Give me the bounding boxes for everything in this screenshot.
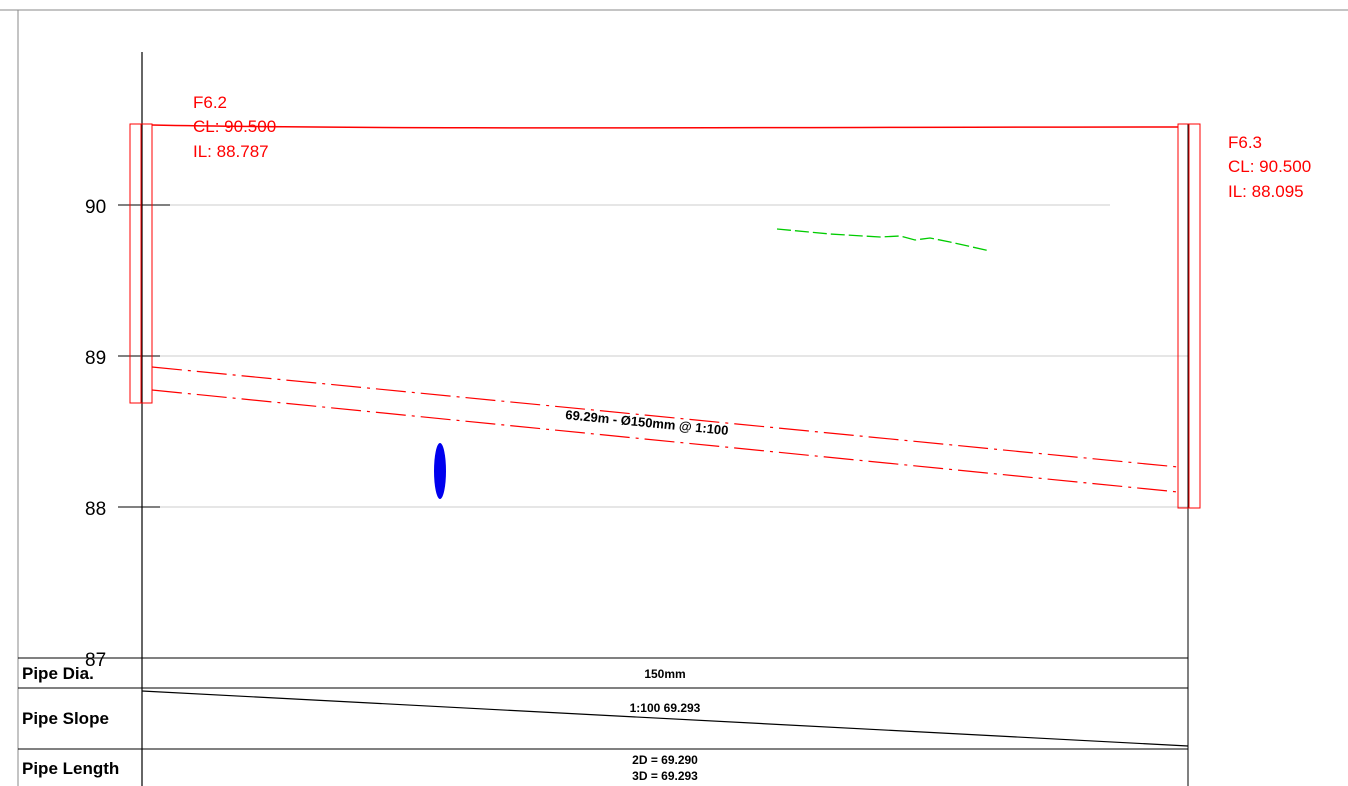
tick-label-90: 90 [85, 197, 106, 218]
row-value-pipe-length-3d: 3D = 69.293 [632, 769, 698, 783]
manhole-f6-2-invert-level: IL: 88.787 [193, 142, 269, 161]
existing-ground-line [776, 228, 991, 252]
manhole-f6-3-invert-level: IL: 88.095 [1228, 182, 1304, 201]
manhole-f6-2-name: F6.2 [193, 93, 227, 112]
row-value-pipe-slope: 1:100 69.293 [630, 701, 701, 715]
manhole-f6-3-cover-level: CL: 90.500 [1228, 157, 1311, 176]
row-label-pipe-slope: Pipe Slope [22, 709, 109, 728]
pipe-label: 69.29m - Ø150mm @ 1:100 [565, 407, 729, 438]
tick-label-89: 89 [85, 348, 106, 369]
pipe-top-line [151, 366, 1179, 468]
row-value-pipe-length-2d: 2D = 69.290 [632, 753, 698, 767]
row-value-pipe-dia: 150mm [644, 667, 685, 681]
row-label-pipe-length: Pipe Length [22, 759, 119, 778]
manhole-f6-3-name: F6.3 [1228, 133, 1262, 152]
tick-label-87: 87 [85, 650, 106, 671]
manhole-f6-2-cover-level: CL: 90.500 [193, 117, 276, 136]
row-label-pipe-dia: Pipe Dia. [22, 664, 94, 683]
slope-indicator-line [141, 690, 1189, 747]
crossing-service-marker [434, 443, 446, 499]
ground-cover-line [151, 124, 1179, 129]
tick-label-88: 88 [85, 499, 106, 520]
pipe-bottom-line [151, 389, 1179, 493]
